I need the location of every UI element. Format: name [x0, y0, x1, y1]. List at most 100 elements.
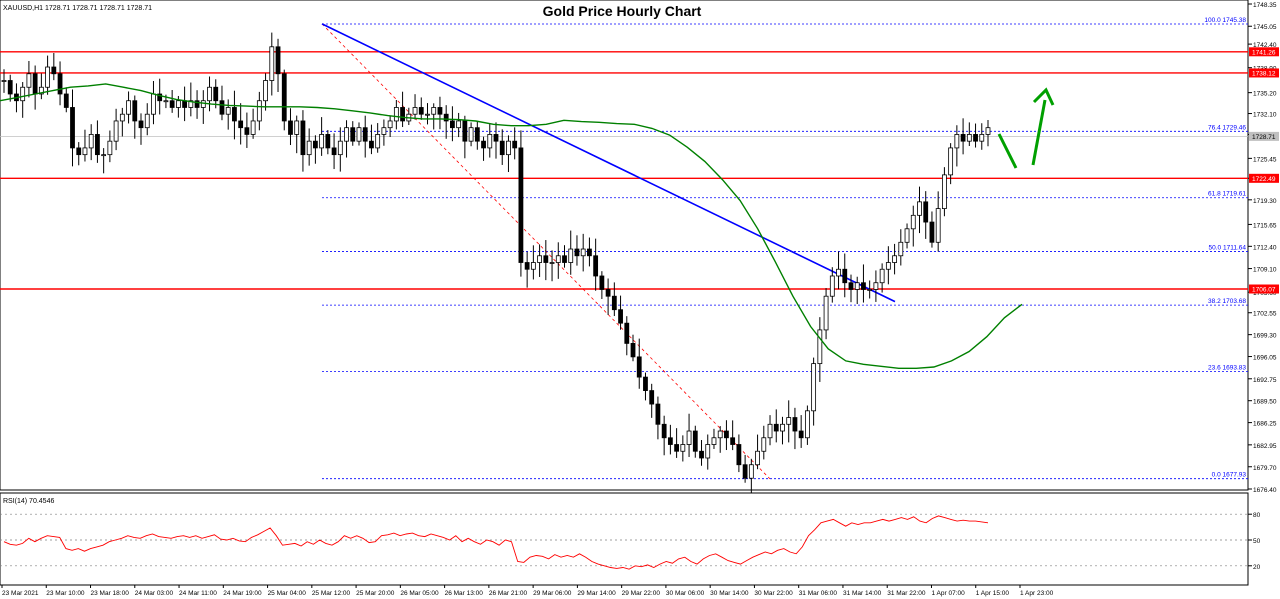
candle-bullish — [45, 66, 50, 88]
rsi-series-line — [3, 515, 989, 570]
time-tick-label: 1 Apr 07:00 — [931, 590, 965, 597]
price-tick-label: 1696.05 — [1253, 355, 1277, 362]
candle-bullish — [904, 228, 910, 243]
direction-arrows — [997, 87, 1055, 169]
candle-bullish — [487, 134, 493, 149]
rsi-levels: 80 50 20 — [0, 512, 1261, 571]
candle-bullish — [836, 268, 841, 277]
candle-bearish — [213, 86, 219, 102]
candle-bullish — [294, 120, 300, 135]
time-tick-label: 31 Mar 14:00 — [843, 590, 882, 597]
price-tick-label: 1745.05 — [1253, 24, 1277, 31]
candle-bearish — [667, 437, 673, 445]
time-tick-label: 26 Mar 21:00 — [489, 590, 528, 597]
price-tick-label: 1699.30 — [1253, 333, 1277, 340]
candle-bearish — [400, 107, 405, 122]
candle-bearish — [7, 80, 13, 95]
candle-bearish — [929, 221, 935, 243]
candle-bullish — [269, 46, 275, 81]
rsi-tick-label: 50 — [1253, 538, 1261, 545]
fibonacci-label: 50.0 1711.64 — [1209, 244, 1247, 251]
candle-bullish — [935, 208, 941, 243]
price-tick-label: 1709.10 — [1253, 267, 1277, 274]
candle-bearish — [742, 464, 748, 479]
candle-bearish — [300, 120, 306, 156]
candle-bullish — [867, 289, 873, 291]
candle-bullish — [344, 127, 349, 142]
candle-bearish — [238, 120, 244, 129]
candle-bullish — [555, 255, 561, 263]
price-tick-label: 1715.65 — [1253, 222, 1277, 229]
candle-bullish — [948, 147, 954, 176]
time-tick-label: 31 Mar 06:00 — [799, 590, 838, 597]
price-panel-frame — [0, 0, 1249, 491]
price-tick-label: 1748.35 — [1253, 2, 1277, 9]
bearish-trend-line — [321, 23, 896, 303]
candle-bullish — [892, 255, 897, 263]
candle-bearish — [362, 127, 368, 142]
candle-bearish — [593, 255, 599, 277]
time-axis: 23 Mar 2021 23 Mar 10:00 23 Mar 18:00 24 Ma… — [1, 585, 1054, 597]
price-label-box — [1249, 47, 1279, 57]
time-tick-label: 30 Mar 22:00 — [754, 590, 793, 597]
candle-bullish — [530, 262, 536, 270]
candle-bearish — [63, 93, 69, 108]
candle-bullish — [256, 100, 262, 122]
candle-bullish — [506, 140, 511, 156]
candle-bearish — [518, 147, 524, 263]
candle-bullish — [761, 437, 767, 452]
candle-bearish — [792, 417, 798, 432]
price-label-box — [1249, 173, 1279, 183]
candle-bearish — [169, 100, 175, 108]
candles — [1, 32, 991, 494]
fibonacci-label: 23.6 1693.83 — [1208, 365, 1246, 372]
price-tick-label: 1732.10 — [1253, 112, 1277, 119]
candle-bearish — [655, 403, 661, 425]
candle-bearish — [325, 134, 331, 149]
price-tick-label: 1742.40 — [1253, 42, 1277, 49]
time-tick-label: 24 Mar 03:00 — [135, 590, 174, 597]
time-tick-label: 23 Mar 2021 — [2, 590, 39, 597]
candle-bullish — [207, 86, 212, 102]
candle-bearish — [636, 356, 642, 378]
candle-bearish — [95, 134, 100, 156]
candle-bearish — [724, 430, 729, 439]
candle-bullish — [387, 120, 393, 129]
rsi-tick-label: 80 — [1253, 512, 1261, 519]
price-label-text: 1722.49 — [1252, 176, 1276, 183]
candle-bearish — [973, 134, 978, 142]
time-tick-label: 24 Mar 19:00 — [223, 590, 262, 597]
price-tick-label: 1702.55 — [1253, 311, 1277, 318]
candle-bullish — [711, 437, 717, 445]
candle-bearish — [562, 255, 567, 263]
candle-bullish — [549, 262, 555, 264]
candle-bullish — [966, 134, 972, 142]
candle-bullish — [942, 174, 947, 209]
symbol-info: XAUUSD,H1 1728.71 1728.71 1728.71 1728.7… — [3, 5, 152, 12]
candle-bullish — [879, 268, 885, 284]
candle-bearish — [848, 282, 854, 290]
time-tick-label: 23 Mar 18:00 — [91, 590, 130, 597]
candle-bullish — [225, 107, 231, 115]
price-label-box — [1249, 131, 1279, 141]
rsi-line — [3, 515, 989, 570]
candle-bullish — [1, 80, 7, 82]
price-panel: 100.0 1745.38 76.4 1729.46 61.8 1719.61 50.… — [0, 0, 1249, 494]
price-tick-label: 1689.50 — [1253, 399, 1277, 406]
candle-bearish — [605, 289, 611, 297]
candle-bearish — [32, 73, 38, 95]
time-tick-label: 24 Mar 11:00 — [179, 590, 217, 597]
candle-bearish — [281, 73, 287, 122]
candle-bullish — [717, 430, 723, 439]
candle-bearish — [674, 444, 680, 452]
price-tick-label: 1705.60 — [1253, 290, 1277, 297]
candle-bearish — [512, 140, 518, 149]
price-label-text: 1741.26 — [1252, 49, 1276, 56]
candle-bullish — [431, 107, 437, 115]
candle-bullish — [979, 134, 985, 142]
candle-bearish — [736, 444, 742, 466]
candle-bearish — [194, 100, 200, 108]
candle-bearish — [312, 140, 318, 149]
price-tick-label: 1682.95 — [1253, 443, 1277, 450]
candle-bullish — [88, 134, 94, 149]
